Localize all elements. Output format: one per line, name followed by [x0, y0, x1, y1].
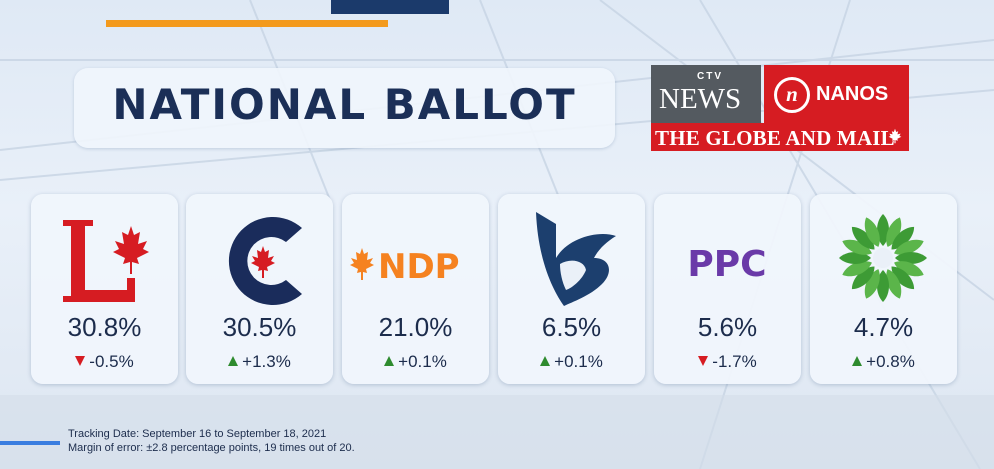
petal — [891, 266, 915, 290]
footer-accent — [0, 441, 60, 445]
title-panel: NATIONAL BALLOT — [74, 68, 615, 148]
tracking-date: Tracking Date: September 16 to September… — [68, 428, 327, 440]
ppc-logo-icon: PPC — [687, 244, 766, 285]
page-title: NATIONAL BALLOT — [112, 80, 577, 129]
globe-label: THE GLOBE AND MAIL — [655, 126, 895, 150]
petal — [842, 239, 872, 255]
party-card-bloc: 6.5% +0.1% — [498, 194, 645, 384]
change-value: -1.7% — [654, 352, 801, 372]
petal — [851, 266, 875, 290]
petal — [894, 239, 924, 255]
petal — [839, 252, 871, 264]
petal — [877, 270, 889, 302]
trend-down-icon — [698, 355, 709, 366]
nanos-logo: n NANOS — [764, 65, 909, 123]
green-flower-logo-icon — [839, 214, 927, 302]
petal — [864, 217, 880, 247]
trend-up-icon — [852, 355, 863, 366]
petal — [851, 226, 875, 250]
ndp-logo-icon: NDP — [350, 247, 460, 287]
vote-share-value: 4.7% — [853, 312, 914, 342]
vote-share-value: 5.6% — [697, 312, 758, 342]
change-value: -0.5% — [31, 352, 178, 372]
trend-up-icon — [384, 355, 395, 366]
nanos-label: NANOS — [816, 83, 889, 105]
change-value: +0.1% — [498, 352, 645, 372]
trend-down-icon — [75, 355, 86, 366]
party-card-ppc: PPC 5.6% -1.7% — [654, 194, 801, 384]
liberal-logo-icon — [63, 220, 149, 302]
top-accent-navy — [331, 0, 449, 14]
ppc-text: PPC — [687, 244, 766, 285]
party-card-conservative: 30.5% +1.3% — [186, 194, 333, 384]
ctv-news-logo: CTV NEWS — [651, 65, 761, 123]
top-accent-orange — [106, 20, 388, 27]
vote-share-value: 30.8% — [67, 312, 142, 342]
bloc-logo-icon — [536, 212, 616, 306]
petal — [864, 269, 880, 299]
margin-of-error: Margin of error: ±2.8 percentage points,… — [68, 442, 355, 454]
change-value: +1.3% — [186, 352, 333, 372]
petal — [894, 261, 924, 277]
maple-leaf-icon — [888, 128, 902, 144]
vote-share-value: 21.0% — [378, 312, 453, 342]
petal — [891, 226, 915, 250]
trend-up-icon — [228, 355, 239, 366]
globe-and-mail-logo: THE GLOBE AND MAIL — [651, 123, 909, 151]
petal — [886, 269, 902, 299]
party-card-green: 4.7% +0.8% — [810, 194, 957, 384]
petal — [842, 261, 872, 277]
petal — [886, 217, 902, 247]
change-value: +0.8% — [810, 352, 957, 372]
ctv-label: CTV — [697, 71, 723, 82]
trend-up-icon — [540, 355, 551, 366]
petal — [877, 214, 889, 246]
ndp-text: NDP — [378, 247, 460, 287]
vote-share-value: 30.5% — [222, 312, 297, 342]
conservative-logo-icon — [228, 217, 302, 305]
nanos-n-icon: n — [774, 77, 810, 113]
vote-share-value: 6.5% — [541, 312, 602, 342]
party-card-liberal: 30.8% -0.5% — [31, 194, 178, 384]
petal — [895, 252, 927, 264]
party-card-ndp: NDP 21.0% +0.1% — [342, 194, 489, 384]
news-label: NEWS — [659, 83, 742, 115]
change-value: +0.1% — [342, 352, 489, 372]
